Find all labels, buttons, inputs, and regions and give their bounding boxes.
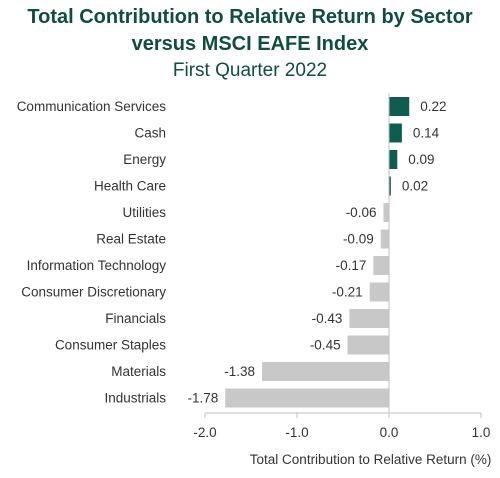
bar bbox=[369, 282, 389, 302]
x-tick-label: 0.0 bbox=[380, 425, 399, 440]
category-label: Energy bbox=[123, 152, 166, 167]
data-label: -1.78 bbox=[187, 391, 218, 406]
bar bbox=[225, 388, 389, 408]
x-tick-label: -1.0 bbox=[285, 425, 308, 440]
bar bbox=[373, 256, 389, 275]
x-tick-label: -2.0 bbox=[193, 425, 216, 440]
bar bbox=[383, 203, 389, 222]
bar bbox=[347, 335, 389, 355]
data-label: -0.09 bbox=[343, 232, 374, 247]
data-label: -0.43 bbox=[312, 311, 343, 326]
bar bbox=[389, 150, 398, 169]
data-label: -0.06 bbox=[346, 205, 377, 220]
x-axis-title: Total Contribution to Relative Return (%… bbox=[250, 452, 492, 467]
data-label: -0.45 bbox=[310, 338, 341, 353]
category-label: Communication Services bbox=[17, 99, 167, 114]
data-label: 0.22 bbox=[420, 99, 446, 114]
chart-title-line-2: versus MSCI EAFE Index bbox=[131, 33, 369, 55]
bar bbox=[389, 176, 391, 196]
category-label: Cash bbox=[134, 126, 166, 141]
data-label: -0.17 bbox=[336, 258, 367, 273]
category-label: Industrials bbox=[104, 391, 166, 406]
category-label: Utilities bbox=[122, 205, 166, 220]
category-label: Materials bbox=[111, 364, 166, 379]
bar bbox=[389, 97, 410, 116]
data-label: -1.38 bbox=[224, 364, 255, 379]
category-label: Consumer Staples bbox=[55, 338, 166, 353]
category-label: Health Care bbox=[94, 179, 166, 194]
bar bbox=[389, 123, 402, 143]
category-label: Consumer Discretionary bbox=[21, 285, 166, 300]
x-tick-label: 1.0 bbox=[472, 425, 491, 440]
bar bbox=[380, 229, 389, 249]
bar bbox=[349, 309, 389, 328]
data-label: -0.21 bbox=[332, 285, 363, 300]
category-label: Real Estate bbox=[96, 232, 166, 247]
chart-subtitle: First Quarter 2022 bbox=[172, 60, 328, 81]
data-label: 0.09 bbox=[408, 152, 434, 167]
data-label: 0.02 bbox=[402, 179, 428, 194]
data-label: 0.14 bbox=[413, 126, 440, 141]
category-label: Information Technology bbox=[27, 258, 167, 273]
category-label: Financials bbox=[105, 311, 166, 326]
chart-title-line-1: Total Contribution to Relative Return by… bbox=[27, 6, 473, 28]
bar bbox=[262, 362, 389, 381]
